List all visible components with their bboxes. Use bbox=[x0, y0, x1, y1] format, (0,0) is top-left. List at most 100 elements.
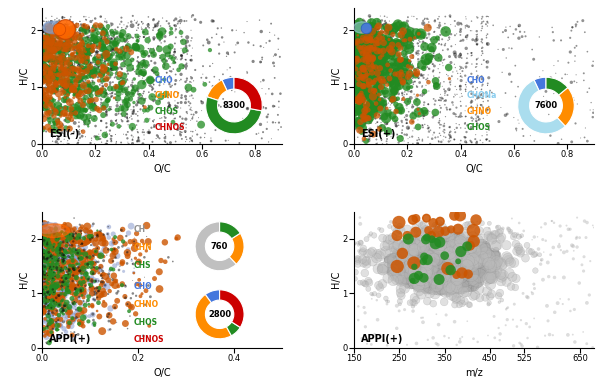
Point bbox=[449, 245, 458, 251]
Point bbox=[352, 29, 361, 35]
Point bbox=[65, 42, 74, 49]
Point bbox=[63, 92, 73, 98]
Point bbox=[54, 26, 64, 32]
Point bbox=[41, 254, 50, 261]
Point bbox=[47, 301, 57, 308]
Point bbox=[71, 53, 81, 60]
Point bbox=[58, 56, 67, 62]
Point bbox=[43, 252, 52, 258]
Point bbox=[144, 127, 154, 133]
Point bbox=[365, 24, 375, 31]
Point bbox=[109, 70, 119, 76]
Point bbox=[143, 102, 153, 108]
Point bbox=[361, 67, 371, 73]
Point bbox=[128, 261, 137, 267]
Point bbox=[379, 97, 389, 103]
Point bbox=[58, 41, 68, 47]
Point bbox=[46, 336, 56, 342]
Point bbox=[139, 34, 149, 40]
Point bbox=[403, 45, 413, 52]
Point bbox=[46, 34, 55, 40]
Point bbox=[43, 70, 52, 76]
Point bbox=[380, 54, 389, 60]
Point bbox=[51, 38, 61, 44]
Point bbox=[117, 34, 127, 40]
Point bbox=[99, 25, 109, 31]
Point bbox=[73, 278, 82, 284]
Point bbox=[397, 293, 406, 299]
Point bbox=[52, 266, 61, 272]
Point bbox=[398, 34, 408, 40]
Point bbox=[62, 233, 71, 239]
Point bbox=[109, 248, 119, 254]
Point bbox=[38, 18, 47, 24]
Point bbox=[45, 115, 55, 121]
Point bbox=[70, 89, 80, 95]
Point bbox=[372, 52, 382, 58]
Point bbox=[39, 80, 49, 86]
Point bbox=[121, 49, 131, 55]
Point bbox=[351, 91, 361, 97]
Point bbox=[43, 239, 52, 245]
Point bbox=[359, 36, 369, 42]
Point bbox=[49, 270, 58, 276]
Point bbox=[375, 31, 385, 37]
Point bbox=[473, 339, 482, 345]
Point bbox=[268, 91, 277, 97]
Point bbox=[368, 71, 377, 77]
Point bbox=[160, 118, 169, 124]
Point bbox=[65, 36, 74, 42]
Point bbox=[200, 130, 210, 136]
Point bbox=[51, 84, 61, 90]
Point bbox=[353, 27, 362, 33]
Point bbox=[356, 94, 366, 100]
Point bbox=[55, 33, 64, 39]
Point bbox=[44, 320, 54, 327]
Point bbox=[394, 67, 403, 73]
Point bbox=[112, 70, 122, 76]
Point bbox=[50, 101, 59, 107]
Point bbox=[406, 65, 416, 71]
Point bbox=[64, 49, 74, 55]
Point bbox=[44, 228, 54, 235]
Point bbox=[359, 60, 368, 66]
Point bbox=[81, 47, 91, 53]
Point bbox=[40, 231, 49, 238]
Point bbox=[584, 292, 594, 298]
Point bbox=[44, 32, 53, 38]
Point bbox=[52, 279, 62, 285]
Point bbox=[56, 46, 66, 52]
Point bbox=[388, 31, 398, 37]
Point bbox=[40, 292, 49, 298]
Point bbox=[362, 102, 371, 108]
Point bbox=[42, 36, 52, 42]
Point bbox=[351, 42, 361, 48]
Point bbox=[45, 56, 55, 62]
Point bbox=[49, 49, 58, 55]
Point bbox=[394, 91, 403, 97]
Point bbox=[49, 250, 58, 256]
Point bbox=[38, 257, 47, 263]
Point bbox=[361, 29, 370, 35]
Point bbox=[71, 58, 81, 64]
Point bbox=[373, 54, 382, 60]
Point bbox=[401, 269, 411, 275]
Point bbox=[425, 269, 434, 275]
Point bbox=[149, 35, 159, 41]
Point bbox=[138, 129, 148, 135]
Point bbox=[434, 25, 444, 31]
Point bbox=[54, 137, 64, 143]
Point bbox=[484, 75, 494, 81]
Point bbox=[99, 231, 109, 238]
Point bbox=[40, 233, 49, 239]
Point bbox=[166, 126, 176, 132]
Point bbox=[456, 297, 466, 303]
Point bbox=[41, 78, 50, 84]
Point bbox=[170, 23, 180, 29]
Point bbox=[43, 36, 53, 42]
Point bbox=[350, 71, 359, 77]
Point bbox=[44, 236, 54, 242]
Point bbox=[91, 86, 100, 92]
Point bbox=[118, 118, 127, 124]
Point bbox=[50, 83, 60, 89]
